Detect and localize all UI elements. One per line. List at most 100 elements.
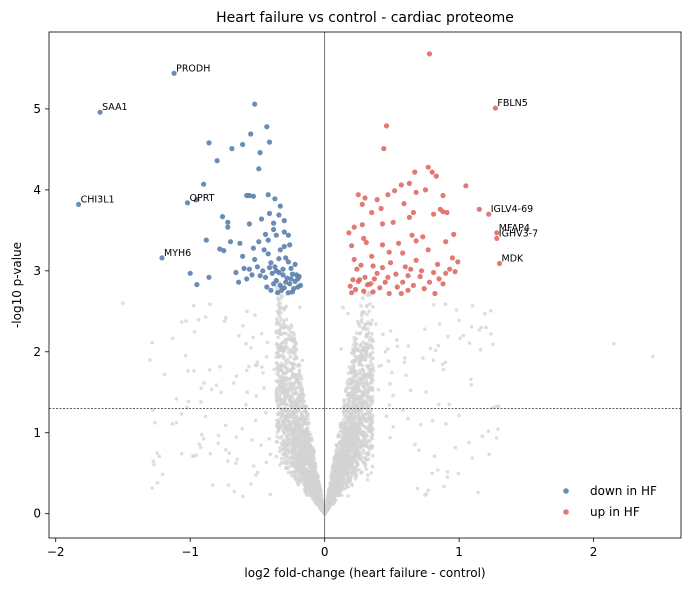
ns-point bbox=[183, 353, 188, 358]
ns-point bbox=[445, 475, 450, 479]
down-point bbox=[241, 265, 247, 271]
ns-point bbox=[304, 460, 309, 464]
ns-point bbox=[275, 342, 279, 346]
ns-point bbox=[282, 417, 287, 422]
ns-point bbox=[292, 428, 297, 433]
up-point bbox=[358, 262, 364, 268]
ns-point bbox=[335, 471, 340, 475]
ns-point bbox=[408, 388, 413, 393]
ns-point bbox=[428, 346, 433, 351]
ns-point bbox=[469, 324, 474, 329]
ns-point bbox=[446, 334, 450, 339]
ns-point bbox=[179, 320, 184, 324]
ns-point bbox=[232, 489, 237, 494]
ns-point bbox=[249, 345, 253, 350]
ns-point bbox=[310, 459, 315, 464]
ns-point bbox=[353, 476, 358, 481]
ns-point bbox=[185, 405, 189, 410]
ns-point bbox=[335, 493, 340, 497]
ns-point bbox=[367, 338, 372, 343]
ns-point bbox=[359, 320, 364, 324]
ns-point bbox=[361, 327, 366, 331]
ns-point bbox=[307, 493, 311, 497]
ns-point bbox=[301, 448, 306, 452]
ns-point bbox=[343, 426, 348, 431]
ns-point bbox=[272, 367, 277, 372]
down-point bbox=[254, 264, 260, 270]
ns-point bbox=[367, 344, 371, 349]
ns-point bbox=[346, 479, 351, 484]
down-point bbox=[265, 251, 271, 257]
ns-point bbox=[360, 404, 364, 409]
gene-label: MDK bbox=[502, 254, 525, 265]
ns-point bbox=[287, 421, 292, 425]
ns-point bbox=[430, 418, 435, 423]
down-point bbox=[159, 255, 165, 261]
ns-point bbox=[155, 481, 160, 485]
x-axis-title: log2 fold-change (heart failure - contro… bbox=[244, 566, 485, 580]
ns-point bbox=[268, 452, 273, 457]
up-point bbox=[378, 205, 384, 212]
up-point bbox=[383, 123, 390, 129]
ns-point bbox=[298, 434, 303, 439]
ns-point bbox=[235, 457, 239, 462]
up-point bbox=[413, 257, 419, 263]
up-point bbox=[418, 268, 425, 274]
ns-point bbox=[249, 482, 253, 486]
up-point bbox=[362, 274, 368, 280]
x-tick-label: −2 bbox=[47, 545, 65, 559]
ns-point bbox=[431, 303, 436, 307]
ns-point bbox=[281, 442, 285, 446]
ns-point bbox=[437, 402, 441, 407]
ns-point bbox=[338, 487, 342, 492]
ns-point bbox=[351, 393, 356, 397]
y-tick-label: 4 bbox=[33, 183, 41, 197]
up-point bbox=[440, 281, 446, 287]
ns-point bbox=[443, 360, 448, 365]
x-tick-label: 0 bbox=[321, 545, 329, 559]
down-point bbox=[283, 255, 289, 261]
ns-point bbox=[274, 440, 279, 444]
ns-point bbox=[283, 323, 287, 328]
up-point bbox=[425, 247, 431, 253]
down-point bbox=[244, 276, 250, 282]
ns-point bbox=[296, 377, 300, 382]
ns-point bbox=[207, 368, 212, 372]
ns-point bbox=[344, 437, 348, 442]
ns-point bbox=[390, 370, 394, 375]
ns-point bbox=[358, 440, 363, 445]
up-point bbox=[357, 277, 363, 283]
ns-point bbox=[280, 361, 284, 366]
ns-point bbox=[332, 496, 336, 500]
ns-point bbox=[234, 435, 239, 439]
ns-point bbox=[199, 400, 203, 404]
down-point bbox=[257, 273, 263, 279]
down-point bbox=[292, 261, 298, 267]
ns-point bbox=[305, 422, 309, 426]
down-point bbox=[194, 197, 200, 203]
ns-point bbox=[334, 453, 338, 457]
ns-point bbox=[184, 319, 188, 323]
up-point bbox=[440, 192, 446, 199]
up-point bbox=[443, 239, 449, 245]
ns-point bbox=[297, 417, 302, 422]
ns-point bbox=[323, 509, 328, 514]
ns-point bbox=[247, 364, 251, 369]
ns-point bbox=[250, 438, 254, 442]
ns-point bbox=[359, 422, 364, 427]
down-point bbox=[258, 216, 265, 222]
down-point bbox=[237, 240, 243, 246]
ns-point bbox=[288, 449, 293, 454]
ns-point bbox=[346, 466, 351, 471]
down-point bbox=[187, 270, 193, 276]
gene-label: MFAP4 bbox=[499, 223, 530, 234]
ns-point bbox=[357, 468, 362, 472]
ns-point bbox=[350, 483, 355, 488]
down-point bbox=[273, 232, 279, 238]
up-point bbox=[413, 238, 419, 244]
ns-point bbox=[371, 350, 375, 355]
ns-point bbox=[430, 471, 434, 476]
ns-point bbox=[216, 441, 220, 446]
down-point bbox=[264, 284, 270, 290]
ns-point bbox=[310, 486, 315, 490]
